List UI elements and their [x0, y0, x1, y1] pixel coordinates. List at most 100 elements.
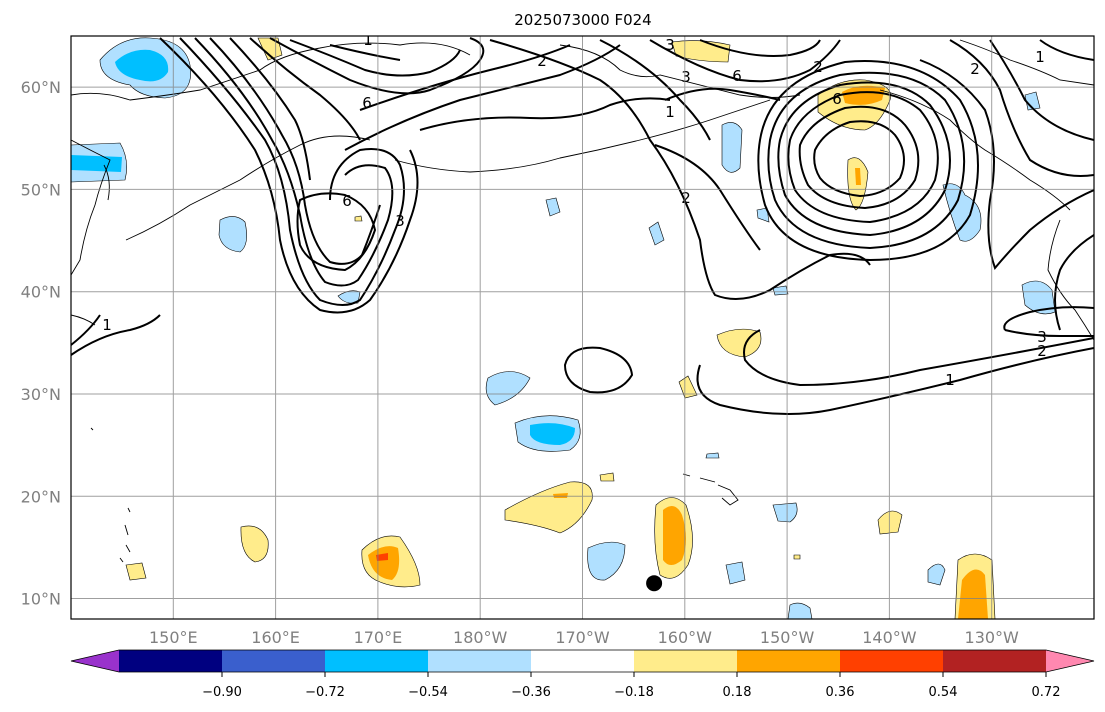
contour-label: 2	[537, 52, 547, 70]
negative-anomaly-patch	[587, 541, 626, 581]
contour-line	[664, 87, 781, 101]
negative-anomaly-patch	[721, 122, 743, 173]
negative-anomaly-patch	[705, 452, 720, 459]
longitude-tick-label: 140°W	[862, 628, 917, 647]
negative-anomaly-patch	[772, 502, 798, 523]
colorbar-tick-label: 0.36	[826, 685, 855, 700]
contour-line	[71, 314, 101, 346]
colorbar-tick-label: −0.90	[202, 685, 242, 700]
contour-line	[1054, 234, 1094, 331]
contour-label: 3	[1037, 328, 1047, 346]
positive-anomaly-patch	[877, 510, 903, 535]
contour-label: 6	[832, 90, 842, 108]
latitude-tick-label: 10°N	[21, 590, 61, 609]
contour-line	[777, 81, 951, 237]
coastline-layer	[71, 39, 1094, 563]
contour-label: 1	[363, 31, 373, 49]
coastline	[1047, 219, 1094, 341]
longitude-tick-label: 160°W	[658, 628, 713, 647]
contour-label: 2	[970, 60, 980, 78]
colorbar-segment	[634, 650, 738, 672]
latitude-tick-label: 20°N	[21, 487, 61, 506]
contour-label: 6	[342, 192, 352, 210]
contour-line	[296, 192, 377, 272]
longitude-tick-label: 170°W	[555, 628, 610, 647]
contour-line	[767, 71, 966, 250]
latitude-tick-label: 40°N	[21, 283, 61, 302]
negative-anomaly-patch	[485, 371, 531, 406]
colorbar-extend-max	[1046, 650, 1094, 672]
contour-line	[599, 39, 711, 141]
colorbar-tick-label: −0.36	[511, 685, 551, 700]
contour-line	[249, 37, 361, 141]
contour-line	[989, 39, 1094, 141]
strong-negative-anomaly-patch	[115, 49, 169, 82]
coastline	[125, 179, 241, 241]
contour-line	[798, 105, 920, 210]
colorbar-tick-label: −0.54	[408, 685, 448, 700]
contour-layer	[71, 37, 1094, 415]
contour-label: 2	[1037, 342, 1047, 360]
longitude-tick-label: 150°E	[149, 628, 198, 647]
negative-anomaly-patch	[545, 197, 561, 217]
contour-line	[344, 44, 621, 151]
latitude-tick-label: 50°N	[21, 180, 61, 199]
colorbar-segment	[737, 650, 841, 672]
contour-label: 3	[395, 212, 405, 230]
coastline	[879, 89, 1071, 211]
chart-title: 2025073000 F024	[514, 11, 651, 29]
contour-line	[329, 44, 401, 61]
colorbar-segment	[943, 650, 1047, 672]
negative-anomaly-patch	[756, 207, 770, 223]
contour-line	[229, 37, 311, 181]
shaded-field-layer	[71, 37, 1056, 619]
map-frame	[70, 35, 1095, 620]
contour-line	[563, 346, 634, 394]
negative-anomaly-patch	[787, 602, 813, 619]
contour-line	[649, 39, 841, 83]
positive-anomaly-patch	[599, 472, 615, 482]
contour-label-layer: 1 2 3 6 1 2 6 3 2 1 6 3 6 2 1 3 2 1	[102, 31, 1047, 389]
contour-label: 3	[665, 36, 675, 54]
coastline	[394, 99, 771, 173]
strong-negative-anomaly-patch	[530, 423, 575, 445]
contour-line	[743, 329, 1094, 387]
contour-line	[949, 39, 1094, 177]
island-chain	[90, 427, 94, 431]
location-marker	[646, 575, 663, 592]
contour-line	[919, 59, 1094, 270]
contour-line	[194, 37, 394, 287]
colorbar-extend-min	[71, 650, 119, 672]
colorbar-segment	[840, 650, 944, 672]
longitude-tick-label: 180°W	[453, 628, 508, 647]
colorbar-segment	[428, 650, 532, 672]
contour-line	[787, 91, 939, 224]
contour-line	[71, 314, 161, 356]
contour-line	[757, 60, 979, 262]
colorbar-outline	[70, 649, 1095, 673]
contour-line	[699, 39, 821, 57]
colorbar-tick-label: 0.18	[723, 685, 752, 700]
contour-label: 1	[1035, 48, 1045, 66]
gridline-layer	[71, 36, 1094, 619]
negative-anomaly-patch	[772, 285, 789, 296]
contour-line	[179, 37, 405, 306]
contour-line	[1004, 329, 1094, 337]
island-chain	[682, 473, 739, 506]
contour-label: 1	[945, 371, 955, 389]
contour-label: 3	[681, 68, 691, 86]
contour-line	[359, 44, 571, 111]
contour-line	[1003, 306, 1094, 331]
colorbar-tick-label: 0.72	[1032, 685, 1061, 700]
positive-anomaly-patch	[240, 525, 269, 563]
coastline	[239, 135, 371, 181]
positive-anomaly-patch	[793, 554, 801, 560]
contour-line	[813, 120, 905, 198]
colorbar-segment	[222, 650, 326, 672]
coastline	[71, 139, 111, 276]
colorbar-tick-label: −0.72	[305, 685, 345, 700]
coastline	[559, 44, 801, 98]
contour-label: 2	[681, 189, 691, 207]
positive-anomaly-patch	[504, 481, 593, 534]
